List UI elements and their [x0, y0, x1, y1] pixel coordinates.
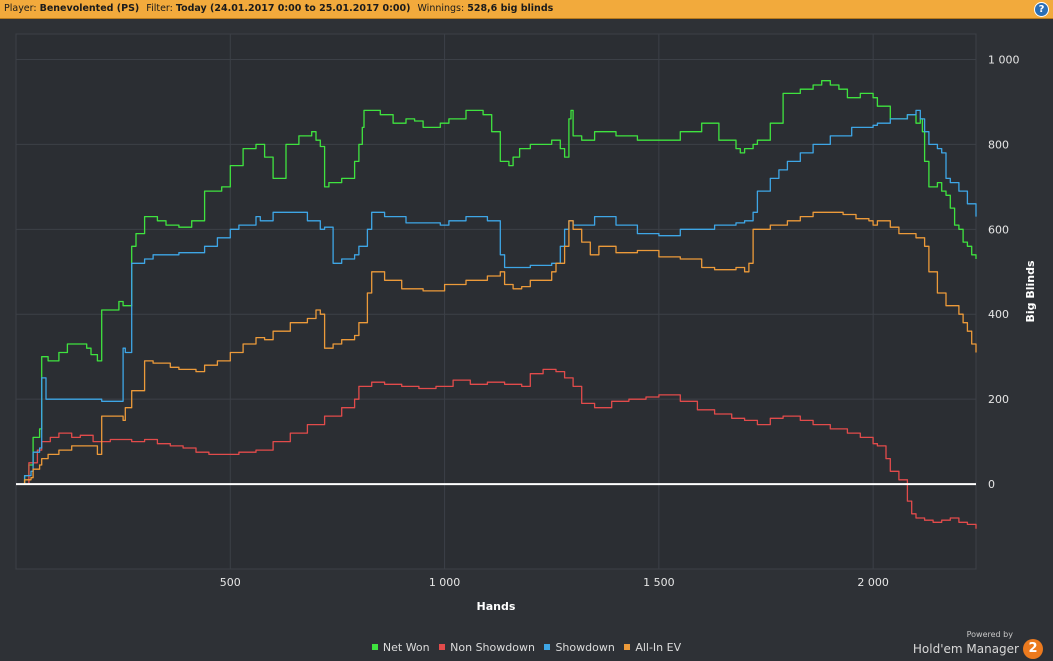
holdem-manager-logo-icon: 2 [1023, 639, 1043, 659]
y-tick-label: 200 [988, 393, 1009, 406]
series-line-net-won [16, 80, 977, 485]
series-line-showdown [16, 109, 977, 485]
legend-label-non-showdown: Non Showdown [450, 640, 535, 654]
filter-header-bar: Player: Benevolented (PS) Filter: Today (2… [0, 0, 1053, 19]
y-axis-label: Big Blinds [1024, 260, 1037, 322]
y-tick-label: 0 [988, 478, 995, 491]
filter-value[interactable]: Today (24.01.2017 0:00 to 25.01.2017 0:0… [175, 3, 411, 14]
legend-swatch-net-won [371, 644, 378, 650]
results-graph: 500 1 000 1 500 2 000 0 200 400 600 800 1 000 Hand… [15, 33, 1037, 613]
legend-item-all-in-ev[interactable]: All-In EV [624, 641, 681, 654]
y-tick-label: 600 [988, 223, 1009, 236]
player-label: Player: [4, 3, 37, 14]
legend-item-showdown[interactable]: Showdown [544, 640, 615, 654]
powered-by-block: Powered by Hold'em Manager 2 [913, 630, 1043, 659]
legend-label-all-in-ev: All-In EV [635, 640, 682, 654]
legend-label-net-won: Net Won [382, 640, 430, 654]
series-line-all-in-ev [16, 211, 977, 485]
help-icon[interactable]: ? [1034, 2, 1049, 17]
legend-swatch-non-showdown [439, 644, 446, 650]
winnings-value: 528,6 big blinds [467, 3, 554, 14]
y-tick-label: 400 [988, 308, 1009, 321]
legend-label-showdown: Showdown [555, 640, 615, 654]
x-tick-label: 2 000 [857, 576, 889, 589]
winnings-label: Winnings: [417, 3, 465, 14]
x-tick-label: 500 [220, 576, 241, 589]
x-axis-label: Hands [477, 600, 516, 613]
legend-item-net-won[interactable]: Net Won [371, 640, 430, 654]
legend-swatch-showdown [544, 644, 551, 650]
brand-name: Hold'em Manager [912, 642, 1019, 656]
plot-area [15, 33, 977, 570]
y-tick-label: 1 000 [988, 53, 1020, 66]
legend-swatch-all-in-ev [624, 644, 631, 650]
legend-item-non-showdown[interactable]: Non Showdown [439, 641, 535, 654]
powered-by-text: Powered by [966, 630, 1013, 639]
chart-legend: Net Won Non Showdown Showdown All-In EV [0, 640, 1053, 656]
filter-label: Filter: [146, 3, 173, 14]
x-tick-label: 1 000 [429, 576, 461, 589]
player-value: Benevolented (PS) [39, 3, 140, 14]
x-tick-label: 1 500 [643, 576, 675, 589]
y-tick-label: 800 [988, 138, 1009, 151]
series-line-non-showdown [16, 368, 977, 529]
